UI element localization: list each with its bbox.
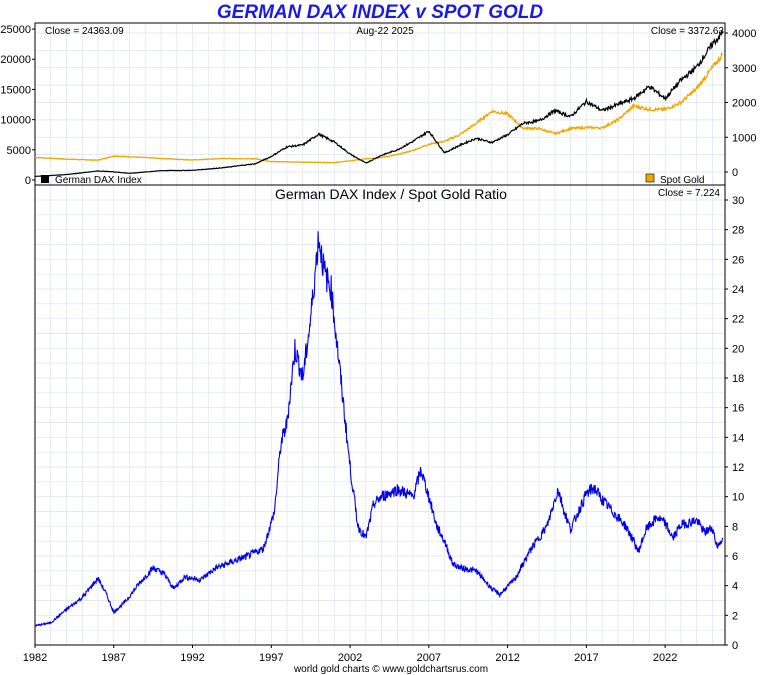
dax-axis-tick-label: 10000 bbox=[0, 115, 31, 127]
gold-legend-label: Spot Gold bbox=[660, 175, 704, 186]
dax-axis-tick-label: 15000 bbox=[0, 84, 31, 96]
ratio-chart-title: German DAX Index / Spot Gold Ratio bbox=[275, 186, 507, 202]
gold-close-label: Close = 3372.63 bbox=[651, 26, 725, 37]
ratio-axis-tick-label: 4 bbox=[732, 581, 738, 593]
ratio-axis-tick-label: 10 bbox=[732, 492, 744, 504]
x-axis-tick-label: 1997 bbox=[259, 652, 283, 664]
top-plot-frame bbox=[34, 22, 726, 186]
dax-axis-tick-label: 0 bbox=[25, 175, 31, 187]
ratio-axis-tick-label: 6 bbox=[732, 551, 738, 563]
ratio-axis-tick-label: 8 bbox=[732, 521, 738, 533]
x-axis-tick-label: 2017 bbox=[574, 652, 598, 664]
ratio-axis-tick-label: 0 bbox=[732, 640, 738, 652]
ratio-close-label: Close = 7.224 bbox=[658, 188, 720, 199]
ratio-axis-tick-label: 16 bbox=[732, 403, 744, 415]
x-axis-tick-label: 2012 bbox=[495, 652, 519, 664]
gold-axis-tick-label: 3000 bbox=[732, 63, 756, 75]
x-axis-tick-label: 2022 bbox=[653, 652, 677, 664]
dax-legend-swatch bbox=[41, 175, 49, 183]
x-axis-tick-label: 1982 bbox=[23, 652, 47, 664]
footer-credit: world gold charts © www.goldchartsrus.co… bbox=[293, 664, 488, 675]
x-axis-tick-label: 1987 bbox=[102, 652, 126, 664]
top-series-lines bbox=[35, 29, 724, 177]
ratio-axis-tick-label: 30 bbox=[732, 195, 744, 207]
date-label: Aug-22 2025 bbox=[356, 26, 414, 37]
ratio-series-line bbox=[34, 231, 724, 627]
dax-axis-tick-label: 5000 bbox=[7, 145, 31, 157]
chart-title: GERMAN DAX INDEX v SPOT GOLD bbox=[216, 2, 544, 23]
ratio-series-line bbox=[34, 231, 724, 627]
dax-series-line bbox=[35, 29, 724, 177]
x-axis-tick-label: 2002 bbox=[338, 652, 362, 664]
gold-axis-tick-label: 1000 bbox=[732, 132, 756, 144]
ratio-axis-tick-label: 22 bbox=[732, 314, 744, 326]
ratio-axis-tick-label: 14 bbox=[732, 432, 744, 444]
axis-ticks: 0500010000150002000025000010002000300040… bbox=[0, 24, 756, 664]
ratio-axis-tick-label: 18 bbox=[732, 373, 744, 385]
ratio-plot-frame bbox=[34, 184, 726, 646]
ratio-axis-tick-label: 26 bbox=[732, 254, 744, 266]
dax-legend-label: German DAX Index bbox=[55, 175, 142, 186]
gold-axis-tick-label: 4000 bbox=[732, 28, 756, 40]
ratio-axis-tick-label: 12 bbox=[732, 462, 744, 474]
gold-series-line bbox=[35, 51, 724, 164]
ratio-axis-tick-label: 28 bbox=[732, 225, 744, 237]
x-axis-tick-label: 1992 bbox=[180, 652, 204, 664]
dax-axis-tick-label: 25000 bbox=[0, 24, 31, 36]
ratio-axis-tick-label: 24 bbox=[732, 284, 744, 296]
dax-close-label: Close = 24363.09 bbox=[45, 26, 124, 37]
gold-axis-tick-label: 0 bbox=[732, 167, 738, 179]
ratio-axis-tick-label: 2 bbox=[732, 610, 738, 622]
x-axis-tick-label: 2007 bbox=[417, 652, 441, 664]
ratio-axis-tick-label: 20 bbox=[732, 343, 744, 355]
dax-axis-tick-label: 20000 bbox=[0, 54, 31, 66]
gold-legend-swatch bbox=[645, 173, 655, 183]
gold-axis-tick-label: 2000 bbox=[732, 98, 756, 110]
bottom-grid bbox=[34, 185, 725, 646]
top-grid bbox=[34, 23, 725, 185]
